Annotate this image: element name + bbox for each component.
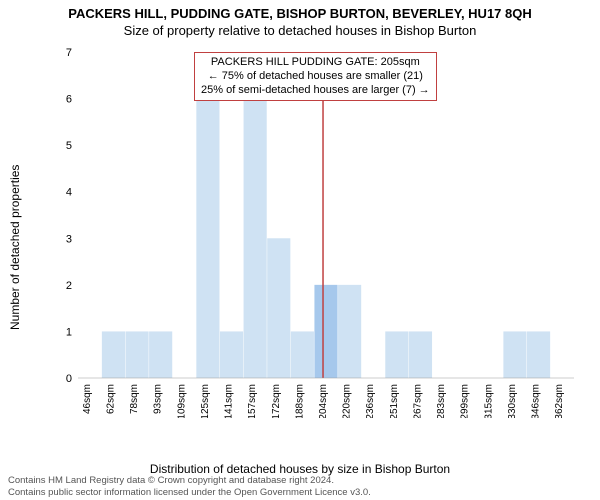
annot-line3: 25% of semi-detached houses are larger (… xyxy=(201,84,430,98)
svg-text:220sqm: 220sqm xyxy=(342,384,353,418)
footer: Contains HM Land Registry data © Crown c… xyxy=(8,475,592,498)
svg-text:204sqm: 204sqm xyxy=(318,384,329,418)
footer-line1: Contains HM Land Registry data © Crown c… xyxy=(8,475,592,486)
svg-text:46sqm: 46sqm xyxy=(82,384,93,414)
svg-text:236sqm: 236sqm xyxy=(365,384,376,418)
svg-text:299sqm: 299sqm xyxy=(460,384,471,418)
svg-text:172sqm: 172sqm xyxy=(271,384,282,418)
chart-title-main: PACKERS HILL, PUDDING GATE, BISHOP BURTO… xyxy=(0,0,600,21)
svg-text:330sqm: 330sqm xyxy=(507,384,518,418)
plot-area: 0 1 2 3 4 5 6 7 46sqm 62sqm 78sqm 93sqm 109sqm 125sqm… xyxy=(58,48,578,418)
y-axis-label: Number of detached properties xyxy=(8,165,22,330)
svg-text:62sqm: 62sqm xyxy=(105,384,116,414)
svg-text:362sqm: 362sqm xyxy=(554,384,565,418)
svg-text:2: 2 xyxy=(66,280,72,292)
svg-text:267sqm: 267sqm xyxy=(412,384,423,418)
svg-text:1: 1 xyxy=(66,326,72,338)
svg-text:4: 4 xyxy=(66,187,72,199)
svg-text:93sqm: 93sqm xyxy=(153,384,164,414)
annot-line2: ← 75% of detached houses are smaller (21… xyxy=(201,70,430,84)
x-axis-label: Distribution of detached houses by size … xyxy=(0,462,600,476)
annot-line1: PACKERS HILL PUDDING GATE: 205sqm xyxy=(201,56,430,70)
histogram-chart: 0 1 2 3 4 5 6 7 46sqm 62sqm 78sqm 93sqm 109sqm 125sqm… xyxy=(58,48,578,418)
svg-text:0: 0 xyxy=(66,373,72,385)
svg-text:283sqm: 283sqm xyxy=(436,384,447,418)
svg-text:346sqm: 346sqm xyxy=(531,384,542,418)
svg-text:5: 5 xyxy=(66,140,72,152)
svg-text:125sqm: 125sqm xyxy=(200,384,211,418)
svg-text:188sqm: 188sqm xyxy=(294,384,305,418)
chart-title-sub: Size of property relative to detached ho… xyxy=(0,21,600,38)
footer-line2: Contains public sector information licen… xyxy=(8,487,592,498)
svg-text:157sqm: 157sqm xyxy=(247,384,258,418)
svg-text:78sqm: 78sqm xyxy=(129,384,140,414)
svg-text:251sqm: 251sqm xyxy=(389,384,400,418)
svg-text:109sqm: 109sqm xyxy=(176,384,187,418)
svg-text:315sqm: 315sqm xyxy=(483,384,494,418)
svg-text:141sqm: 141sqm xyxy=(224,384,235,418)
annotation-box: PACKERS HILL PUDDING GATE: 205sqm ← 75% … xyxy=(194,52,437,101)
svg-text:7: 7 xyxy=(66,48,72,59)
svg-text:3: 3 xyxy=(66,233,72,245)
svg-text:6: 6 xyxy=(66,94,72,106)
